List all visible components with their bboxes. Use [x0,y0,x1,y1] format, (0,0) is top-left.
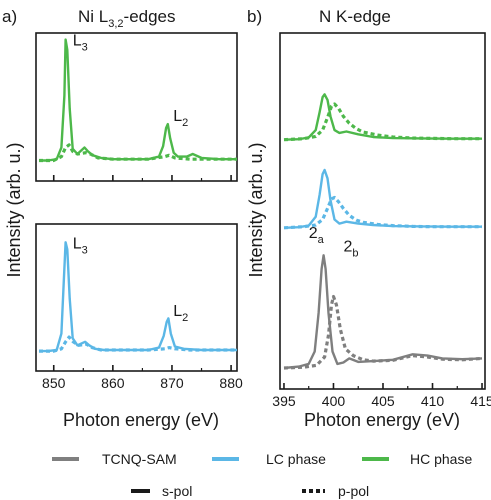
panel-a-ylabel: Intensity (arb. u.) [4,142,24,277]
panel-a-title-main: Ni L [78,7,108,26]
panel-b-xtick-label: 405 [371,393,395,409]
panel-a-lc-xtick-label: 880 [219,375,243,391]
panel-a-hc-peak-label: L2 [173,108,188,129]
panel-a-hc-peak-label: L3 [73,33,88,54]
panel-b-tcnq-sam-s-pol-line [283,254,483,370]
panel-b-xtick-label: 415 [470,393,491,409]
panel-a-hc-frame [35,32,238,182]
panel-b-plot: 395 400 405 410 415 2a 2b [272,32,491,409]
panel-a-lc-xtick-label: 860 [101,375,125,391]
panel-b-hc-phase-p-pol-line [283,102,482,142]
panel-a-lc-xtick-label: 870 [160,375,184,391]
panel-b-xtick-label: 410 [421,393,445,409]
panel-b-hc-phase-s-pol-line [283,93,482,141]
panel-a-hc-subplot: L3 L2 [35,32,238,182]
panel-b-tcnq-sam-p-pol-line [283,294,483,370]
panel-a-lc-xtick-label: 850 [42,375,66,391]
panel-a-lc-subplot: 850 860 870 880 L3 L2 [35,223,243,391]
legend-label-tcnq: TCNQ-SAM [102,451,177,467]
panel-a-lc-lc-phase-s-pol-line [39,241,237,353]
panel-b-xtick-label: 400 [322,393,346,409]
panel-a-hc-hc-phase-s-pol-line [39,38,237,162]
panel-b-xlabel: Photon energy (eV) [304,410,460,430]
panel-b-lc-phase-s-pol-line [283,168,482,229]
panel-b-title: N K-edge [319,7,391,26]
panel-b-peak-label: 2b [343,239,358,260]
panel-a-lc-peak-label: L2 [173,303,188,324]
panel-a-title: Ni L3,2-edges [78,7,176,30]
panel-b-frame [279,32,486,390]
panel-a-xlabel: Photon energy (eV) [63,410,219,430]
panel-a-lc-peak-label: L3 [73,235,88,256]
panel-b-peak-label: 2a [309,225,325,246]
panel-a-title-suffix: -edges [124,7,176,26]
panel-a-lc-frame [35,223,238,372]
panel-a-label: a) [2,7,17,26]
legend-label-lc: LC phase [266,451,326,467]
panel-a-title-sub: 3,2 [108,18,123,30]
panel-b-label: b) [247,7,262,26]
legend-label-hc: HC phase [410,451,472,467]
panel-b-ylabel: Intensity (arb. u.) [246,142,266,277]
panel-b-xtick-label: 395 [272,393,296,409]
legend: TCNQ-SAM LC phase HC phase s-pol p-pol [52,451,472,499]
panel-b-lc-phase-p-pol-line [283,195,482,230]
legend-label-s-pol: s-pol [162,483,192,499]
legend-label-p-pol: p-pol [338,483,369,499]
